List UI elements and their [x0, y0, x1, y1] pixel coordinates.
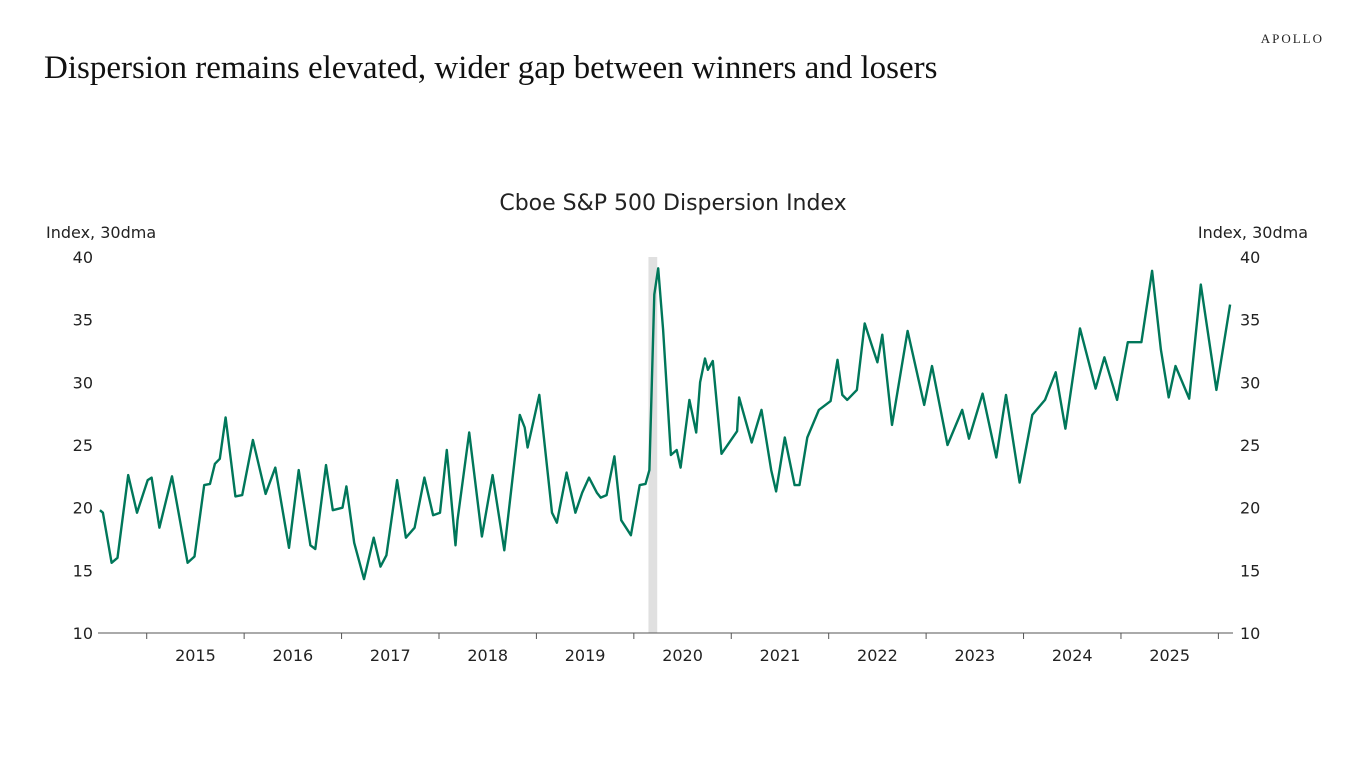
y-axis-label-left: Index, 30dma: [46, 223, 156, 242]
y-tick-label-left: 40: [73, 248, 93, 267]
chart-title: Cboe S&P 500 Dispersion Index: [499, 191, 846, 216]
y-tick-label-right: 40: [1240, 248, 1260, 267]
y-tick-label-right: 15: [1240, 561, 1260, 580]
x-tick-label: 2022: [857, 646, 898, 665]
x-tick-label: 2024: [1052, 646, 1093, 665]
y-tick-label-left: 25: [73, 436, 93, 455]
y-tick-label-left: 30: [73, 373, 93, 392]
x-tick-label: 2023: [954, 646, 995, 665]
x-tick-label: 2016: [272, 646, 313, 665]
y-tick-label-right: 20: [1240, 499, 1260, 518]
y-tick-label-left: 35: [73, 311, 93, 330]
x-tick-label: 2021: [760, 646, 801, 665]
y-tick-label-left: 10: [73, 624, 93, 643]
x-tick-label: 2015: [175, 646, 216, 665]
y-axis-label-right: Index, 30dma: [1198, 223, 1308, 242]
y-tick-label-left: 15: [73, 561, 93, 580]
x-tick-label: 2018: [467, 646, 508, 665]
x-tick-label: 2025: [1149, 646, 1190, 665]
y-tick-label-right: 25: [1240, 436, 1260, 455]
y-tick-label-right: 30: [1240, 373, 1260, 392]
recession-shading: [648, 257, 658, 633]
page-title: Dispersion remains elevated, wider gap b…: [44, 50, 938, 86]
y-tick-label-right: 10: [1240, 624, 1260, 643]
y-tick-label-right: 35: [1240, 311, 1260, 330]
x-tick-label: 2017: [370, 646, 411, 665]
apollo-logo: APOLLO: [1260, 31, 1324, 46]
x-tick-label: 2020: [662, 646, 703, 665]
x-tick-label: 2019: [565, 646, 606, 665]
y-tick-label-left: 20: [73, 499, 93, 518]
dispersion-index-line: [99, 267, 1232, 581]
